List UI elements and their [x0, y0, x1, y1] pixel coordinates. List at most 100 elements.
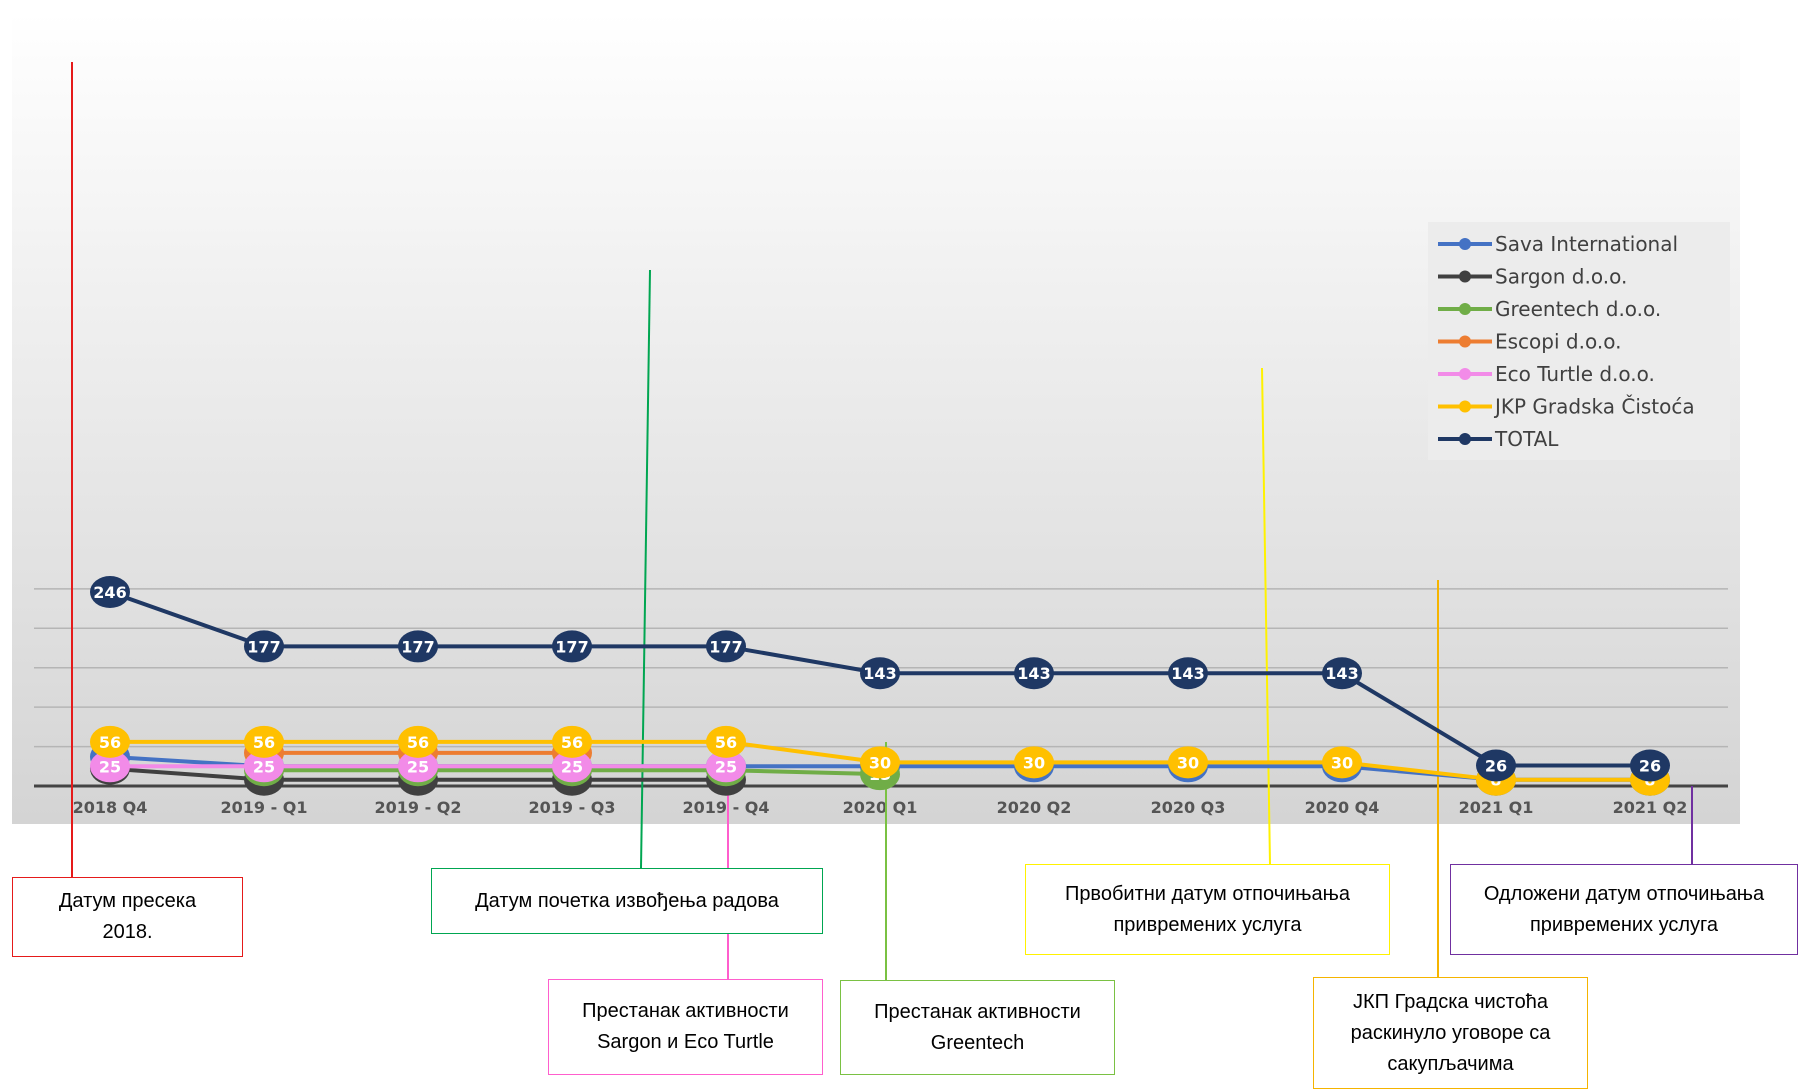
- callout-text-line: привремених услуга: [1113, 913, 1302, 936]
- callout-text: ЈКП Градска чистоћа раскинуло уговоре са с…: [1351, 987, 1551, 1080]
- data-point: [244, 725, 284, 758]
- data-point: [860, 746, 900, 779]
- data-point: [552, 750, 592, 783]
- data-label: 143: [1171, 664, 1204, 683]
- x-tick-label: 2020 Q1: [843, 798, 918, 817]
- data-point: [552, 630, 592, 663]
- x-tick-label: 2021 Q1: [1459, 798, 1534, 817]
- data-point: [1014, 746, 1054, 779]
- data-point: [706, 630, 746, 663]
- data-label: 143: [1325, 664, 1358, 683]
- data-point: [1168, 657, 1208, 690]
- callout-box: Одложени датум отпочињања привремених усл…: [1450, 864, 1798, 955]
- callout-text-line: раскинуло уговоре са: [1350, 1021, 1551, 1044]
- data-label: 26: [1639, 756, 1661, 775]
- legend-label: Sava International: [1495, 232, 1678, 256]
- legend-label: Greentech d.o.o.: [1495, 297, 1661, 321]
- legend-swatch-marker: [1459, 368, 1471, 380]
- data-point: [1014, 657, 1054, 690]
- x-tick-label: 2021 Q2: [1613, 798, 1688, 817]
- callout-connector: [1261, 367, 1271, 865]
- series-group: 3725252525252525258822888820202020154242…: [90, 576, 1670, 796]
- legend-item: Sava International: [1438, 232, 1678, 256]
- legend-swatch-marker: [1459, 335, 1471, 348]
- data-label: 25: [99, 757, 121, 776]
- legend-swatch-marker: [1459, 433, 1471, 445]
- x-tick-label: 2019 - Q3: [528, 798, 615, 817]
- data-label: 56: [407, 733, 429, 752]
- data-point: [1168, 746, 1208, 779]
- callout-box: Престанак активности Sargon и Eco Turtle: [548, 979, 823, 1075]
- legend: Sava International Sargon d.o.o. Greentech…: [1428, 222, 1730, 460]
- data-label: 56: [253, 733, 275, 752]
- data-point: [244, 750, 284, 783]
- data-label: 56: [99, 733, 121, 752]
- callout-text-line: 2018.: [102, 921, 153, 943]
- data-label: 30: [869, 753, 891, 772]
- data-label: 26: [1485, 756, 1507, 775]
- data-label: 30: [1177, 753, 1199, 772]
- legend-item: Greentech d.o.o.: [1438, 297, 1661, 321]
- series-total: 246 177 177 177 177 143 143 143 143 26 26: [90, 576, 1670, 782]
- callout-text-line: ЈКП Градска чистоћа: [1353, 990, 1548, 1013]
- legend-item: Escopi d.o.o.: [1438, 330, 1621, 354]
- data-point: [90, 750, 130, 783]
- data-point: [706, 725, 746, 758]
- x-axis-tick-labels: 2018 Q4 2019 - Q1 2019 - Q2 2019 - Q3 2019 -…: [73, 798, 1688, 817]
- x-tick-label: 2019 - Q2: [374, 798, 461, 817]
- callout-text: Престанак активности Greentech: [874, 997, 1081, 1059]
- callout-text-line: Датум пресека: [58, 890, 197, 912]
- legend-item: Eco Turtle d.o.o.: [1438, 362, 1655, 386]
- data-point: [90, 725, 130, 758]
- data-label: 246: [93, 583, 126, 602]
- data-label: 143: [863, 664, 896, 683]
- callout-box: Престанак активности Greentech: [840, 980, 1115, 1075]
- data-point: [244, 630, 284, 663]
- legend-label: TOTAL: [1494, 427, 1559, 451]
- x-tick-label: 2019 - Q4: [682, 798, 769, 817]
- callout-text-line: Greentech: [930, 1031, 1025, 1054]
- data-label: 25: [407, 757, 429, 776]
- data-label: 177: [401, 637, 434, 656]
- data-label: 177: [709, 637, 742, 656]
- x-tick-label: 2020 Q4: [1305, 798, 1380, 817]
- callout-box: Датум почетка извођења радова: [431, 868, 823, 934]
- callout-text-line: Датум почетка извођења радова: [475, 889, 779, 912]
- legend-label: Sargon d.o.o.: [1495, 265, 1627, 289]
- data-point: [1630, 749, 1670, 782]
- data-label: 25: [253, 757, 275, 776]
- data-point: [398, 750, 438, 783]
- callout-text: Првобитни датум отпочињања привремених ус…: [1065, 879, 1350, 941]
- callout-text: Датум почетка извођења радова: [475, 886, 779, 917]
- data-label: 56: [561, 733, 583, 752]
- data-point: [90, 576, 130, 609]
- callout-box: ЈКП Градска чистоћа раскинуло уговоре са с…: [1313, 977, 1588, 1089]
- legend-label: JKP Gradska Čistoća: [1493, 395, 1695, 419]
- legend-label: Escopi d.o.o.: [1495, 330, 1621, 354]
- data-label: 143: [1017, 664, 1050, 683]
- legend-item: Sargon d.o.o.: [1438, 265, 1627, 289]
- legend-swatch-marker: [1459, 238, 1471, 250]
- data-point: [706, 750, 746, 783]
- callout-text: Одложени датум отпочињања привремених усл…: [1484, 879, 1764, 941]
- data-label: 177: [555, 637, 588, 656]
- callout-text-line: Одложени датум отпочињања: [1483, 882, 1765, 905]
- callout-box: Датум пресека 2018.: [12, 877, 243, 957]
- data-label: 177: [247, 637, 280, 656]
- callout-text: Датум пресека 2018.: [59, 886, 196, 948]
- callout-text: Престанак активности Sargon и Eco Turtle: [582, 996, 789, 1058]
- callout-text-line: сакупљачима: [1387, 1052, 1514, 1075]
- callout-text-line: Престанак активности: [874, 1000, 1081, 1023]
- legend-item: JKP Gradska Čistoća: [1438, 395, 1695, 419]
- callout-text-line: привремених услуга: [1529, 913, 1719, 936]
- legend-item: TOTAL: [1438, 427, 1559, 451]
- data-point: [860, 657, 900, 690]
- data-label: 56: [715, 733, 737, 752]
- data-point: [398, 725, 438, 758]
- callout-text-line: Sargon и Eco Turtle: [597, 1031, 774, 1053]
- x-tick-label: 2020 Q2: [997, 798, 1072, 817]
- legend-label: Eco Turtle d.o.o.: [1495, 362, 1655, 386]
- legend-swatch-marker: [1459, 303, 1471, 315]
- callout-text-line: Првобитни датум отпочињања: [1064, 882, 1351, 905]
